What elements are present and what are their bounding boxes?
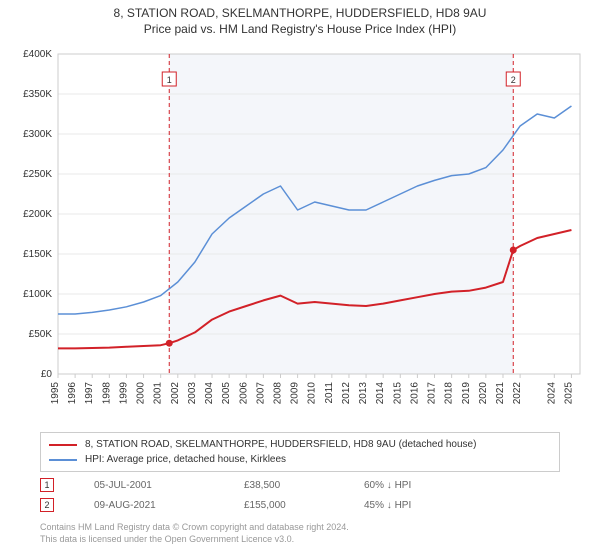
title-subtitle: Price paid vs. HM Land Registry's House … <box>0 22 600 36</box>
svg-text:2: 2 <box>511 75 516 85</box>
svg-text:2004: 2004 <box>204 382 215 405</box>
svg-text:1999: 1999 <box>118 382 129 405</box>
svg-text:2001: 2001 <box>153 382 164 405</box>
marker-badge: 1 <box>40 478 54 492</box>
footer: Contains HM Land Registry data © Crown c… <box>40 522 560 545</box>
svg-text:£150K: £150K <box>23 249 52 260</box>
legend: 8, STATION ROAD, SKELMANTHORPE, HUDDERSF… <box>40 432 560 472</box>
legend-label: HPI: Average price, detached house, Kirk… <box>85 452 286 467</box>
svg-text:£350K: £350K <box>23 89 52 100</box>
svg-text:1997: 1997 <box>84 382 95 405</box>
marker-date: 05-JUL-2001 <box>94 480 204 491</box>
svg-text:2002: 2002 <box>170 382 181 405</box>
chart-svg: £0 £50K £100K £150K £200K £250K £300K £350K £400… <box>10 44 590 424</box>
legend-item: HPI: Average price, detached house, Kirk… <box>49 452 551 467</box>
svg-text:1: 1 <box>167 75 172 85</box>
marker-table: 1 05-JUL-2001 £38,500 60% ↓ HPI 2 09-AUG… <box>40 478 560 518</box>
marker-rel: 45% ↓ HPI <box>364 500 464 511</box>
svg-text:2009: 2009 <box>290 382 301 405</box>
svg-text:2007: 2007 <box>255 382 266 405</box>
svg-text:2011: 2011 <box>324 382 335 404</box>
footer-line: This data is licensed under the Open Gov… <box>40 534 560 546</box>
svg-text:2018: 2018 <box>444 382 455 405</box>
svg-text:2024: 2024 <box>546 382 557 405</box>
svg-text:£100K: £100K <box>23 289 52 300</box>
marker-row: 1 05-JUL-2001 £38,500 60% ↓ HPI <box>40 478 560 492</box>
svg-text:2022: 2022 <box>512 382 523 405</box>
svg-text:2003: 2003 <box>187 382 198 405</box>
svg-text:2017: 2017 <box>427 382 438 405</box>
svg-text:£0: £0 <box>41 369 53 380</box>
svg-text:1995: 1995 <box>50 382 61 405</box>
marker-row: 2 09-AUG-2021 £155,000 45% ↓ HPI <box>40 498 560 512</box>
marker-badge: 2 <box>40 498 54 512</box>
legend-swatch <box>49 444 77 446</box>
svg-text:2019: 2019 <box>461 382 472 405</box>
svg-text:2006: 2006 <box>238 382 249 405</box>
title-address: 8, STATION ROAD, SKELMANTHORPE, HUDDERSF… <box>0 6 600 20</box>
svg-text:2012: 2012 <box>341 382 352 405</box>
chart: £0 £50K £100K £150K £200K £250K £300K £350K £400… <box>10 44 590 424</box>
marker-price: £38,500 <box>244 480 324 491</box>
svg-text:2020: 2020 <box>478 382 489 405</box>
svg-text:£400K: £400K <box>23 49 52 60</box>
marker-price: £155,000 <box>244 500 324 511</box>
svg-text:2010: 2010 <box>307 382 318 405</box>
svg-text:£300K: £300K <box>23 129 52 140</box>
svg-text:2015: 2015 <box>392 382 403 405</box>
legend-swatch <box>49 459 77 461</box>
footer-line: Contains HM Land Registry data © Crown c… <box>40 522 560 534</box>
title-block: 8, STATION ROAD, SKELMANTHORPE, HUDDERSF… <box>0 0 600 36</box>
svg-text:2014: 2014 <box>375 382 386 405</box>
svg-text:2021: 2021 <box>495 382 506 405</box>
marker-rel: 60% ↓ HPI <box>364 480 464 491</box>
svg-text:2016: 2016 <box>409 382 420 405</box>
svg-text:2005: 2005 <box>221 382 232 405</box>
svg-text:2008: 2008 <box>272 382 283 405</box>
svg-text:2025: 2025 <box>563 382 574 405</box>
legend-item: 8, STATION ROAD, SKELMANTHORPE, HUDDERSF… <box>49 437 551 452</box>
chart-container: 8, STATION ROAD, SKELMANTHORPE, HUDDERSF… <box>0 0 600 560</box>
svg-text:2000: 2000 <box>136 382 147 405</box>
svg-text:1996: 1996 <box>67 382 78 405</box>
svg-text:1998: 1998 <box>101 382 112 405</box>
svg-text:£250K: £250K <box>23 169 52 180</box>
marker-date: 09-AUG-2021 <box>94 500 204 511</box>
svg-text:£200K: £200K <box>23 209 52 220</box>
svg-text:2013: 2013 <box>358 382 369 405</box>
legend-label: 8, STATION ROAD, SKELMANTHORPE, HUDDERSF… <box>85 437 476 452</box>
svg-text:£50K: £50K <box>29 329 53 340</box>
